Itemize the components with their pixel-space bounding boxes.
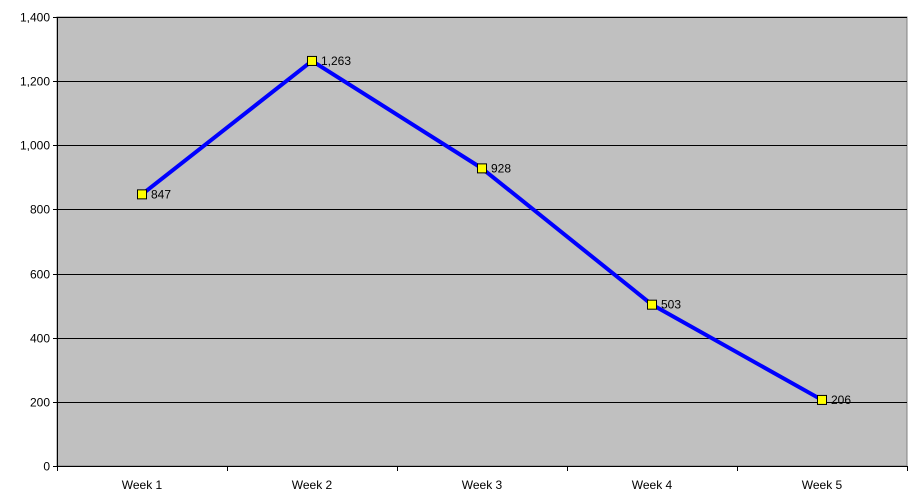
y-axis: 0 200 400 600 800 1,000 1,200 1,400 <box>20 11 58 474</box>
y-tick-label: 400 <box>30 332 50 346</box>
x-tick-label: Week 5 <box>802 478 843 492</box>
data-point-marker <box>137 189 147 200</box>
x-axis: Week 1 Week 2 Week 3 Week 4 Week 5 <box>57 466 908 492</box>
x-tick-label: Week 4 <box>632 478 673 492</box>
plot-area <box>56 16 908 467</box>
gridlines <box>57 17 907 403</box>
x-tick-label: Week 1 <box>122 478 163 492</box>
y-tick-label: 200 <box>30 396 50 410</box>
x-tick-label: Week 2 <box>292 478 333 492</box>
data-label: 928 <box>491 161 511 175</box>
data-label: 1,263 <box>321 54 351 68</box>
data-point-marker <box>477 163 487 174</box>
y-tick-label: 0 <box>43 460 50 474</box>
y-tick-label: 600 <box>30 268 50 282</box>
data-point-marker <box>817 394 827 405</box>
y-tick-label: 1,200 <box>20 75 50 89</box>
data-label: 206 <box>831 393 851 407</box>
data-label: 847 <box>151 187 171 201</box>
data-point-marker <box>647 299 657 310</box>
y-tick-label: 800 <box>30 203 50 217</box>
data-point-marker <box>307 55 317 66</box>
y-tick-label: 1,400 <box>20 11 50 25</box>
series-1: 847 1,263 928 503 206 <box>137 54 851 407</box>
x-tick-label: Week 3 <box>462 478 503 492</box>
data-label: 503 <box>661 298 681 312</box>
y-tick-label: 1,000 <box>20 139 50 153</box>
